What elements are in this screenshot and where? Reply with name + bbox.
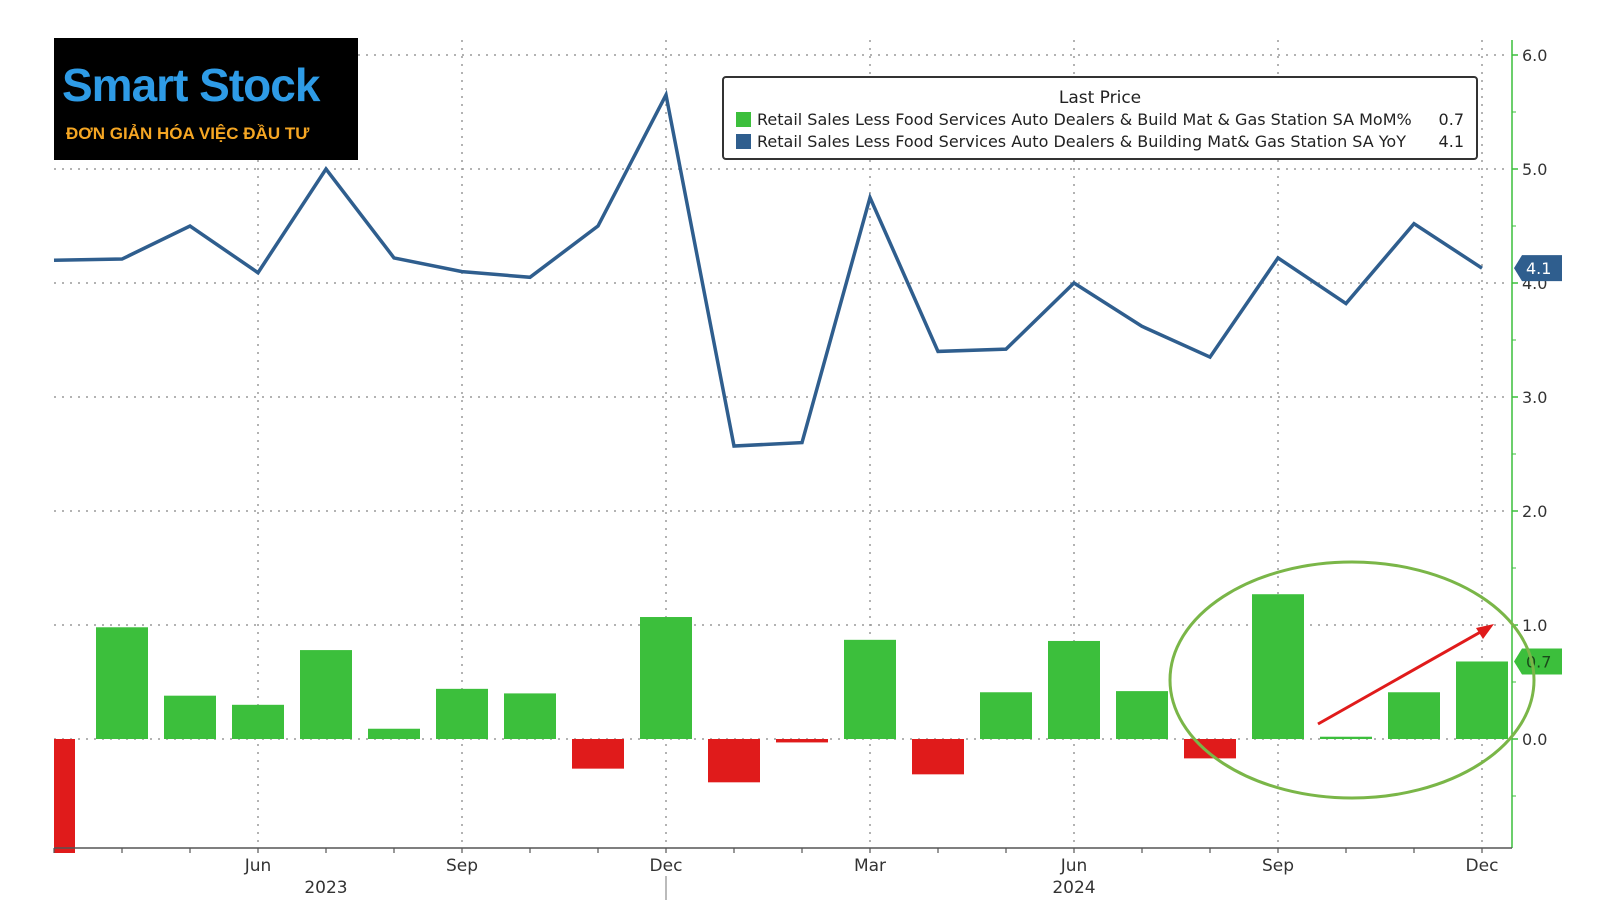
bar [368, 729, 420, 739]
bar [1116, 691, 1168, 739]
y-tick-label: 6.0 [1522, 46, 1547, 65]
logo-title: Smart Stock [62, 58, 319, 112]
x-tick-label: Sep [1262, 856, 1294, 876]
legend-value-mom: 0.7 [1439, 110, 1464, 129]
brand-logo: Smart Stock ĐƠN GIẢN HÓA VIỆC ĐẦU TƯ [54, 38, 358, 160]
x-year-label: 2024 [1052, 878, 1095, 898]
legend-label-yoy: Retail Sales Less Food Services Auto Dea… [757, 132, 1406, 151]
bar [232, 705, 284, 739]
y-tick-label: 2.0 [1522, 502, 1547, 521]
bar [436, 689, 488, 739]
x-axis: Jun Sep Dec Mar Jun Sep Dec 2023 2024 [54, 848, 1512, 900]
legend-item-mom: Retail Sales Less Food Services Auto Dea… [736, 110, 1466, 132]
bar [1456, 661, 1508, 739]
logo-subtitle: ĐƠN GIẢN HÓA VIỆC ĐẦU TƯ [66, 124, 309, 144]
bar [776, 739, 828, 742]
x-year-label: 2023 [304, 878, 347, 898]
legend-value-yoy: 4.1 [1439, 132, 1464, 151]
y-tick-label: 0.0 [1522, 730, 1547, 749]
legend-item-yoy: Retail Sales Less Food Services Auto Dea… [736, 132, 1466, 154]
bar [1048, 641, 1100, 739]
bar [980, 692, 1032, 739]
x-tick-label: Dec [650, 856, 683, 876]
bar [504, 693, 556, 739]
y-tick-label: 5.0 [1522, 160, 1547, 179]
bar [1388, 692, 1440, 739]
bar [96, 627, 148, 739]
trend-arrow-head [1476, 624, 1494, 639]
bar [1252, 594, 1304, 739]
bar [844, 640, 896, 739]
bar [572, 739, 624, 769]
bar [912, 739, 964, 774]
chart-legend: Last Price Retail Sales Less Food Servic… [722, 76, 1478, 160]
bar [640, 617, 692, 739]
y-tick-label: 1.0 [1522, 616, 1547, 635]
bar [54, 739, 75, 853]
legend-swatch-blue [736, 134, 751, 149]
bar [1320, 737, 1372, 739]
x-tick-label: Jun [244, 856, 272, 876]
yoy-last-value-tag: 4.1 [1526, 259, 1551, 278]
legend-title: Last Price [724, 88, 1476, 108]
legend-label-mom: Retail Sales Less Food Services Auto Dea… [757, 110, 1412, 129]
legend-swatch-green [736, 112, 751, 127]
bar [164, 696, 216, 739]
x-tick-label: Jun [1060, 856, 1088, 876]
bar [300, 650, 352, 739]
bar-series [54, 594, 1508, 853]
y-tick-label: 3.0 [1522, 388, 1547, 407]
bar [708, 739, 760, 782]
x-tick-label: Sep [446, 856, 478, 876]
x-tick-label: Dec [1466, 856, 1499, 876]
x-tick-label: Mar [854, 856, 886, 876]
